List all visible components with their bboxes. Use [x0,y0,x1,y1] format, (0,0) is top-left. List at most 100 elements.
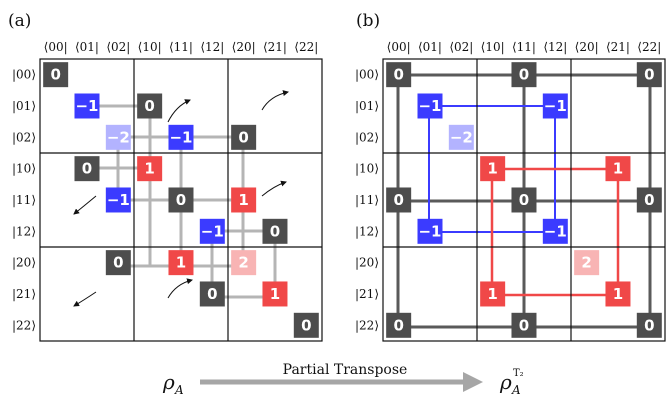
matrix-element: 1 [262,281,288,307]
row-header: |00⟩ [355,68,379,82]
matrix-element-value: 0 [50,66,60,84]
matrix-element-value: 0 [207,285,217,303]
column-header: ⟨21| [263,40,287,54]
matrix-element-box [137,93,163,119]
row-header: |12⟩ [12,224,36,238]
matrix-element: 0 [137,93,163,119]
matrix-element: −1 [199,218,225,244]
matrix-element-value: 1 [176,254,186,272]
row-header: |02⟩ [355,130,379,144]
matrix-element: 0 [199,281,225,307]
matrix-element-box [168,187,194,213]
matrix-element-box [417,218,443,244]
matrix-element-value: −1 [75,97,98,115]
matrix-element: −1 [74,93,100,119]
panel-b-row-headers: |00⟩ |01⟩ |02⟩ |10⟩ |11⟩ |12⟩ |20⟩ |21⟩ |22⟩ [355,68,379,333]
row-header: |10⟩ [355,162,379,176]
row-header: |22⟩ [355,318,379,332]
matrix-element-box [480,156,506,182]
column-header: ⟨10| [138,40,162,54]
row-header: |22⟩ [12,318,36,332]
panel-a-cells: 0 −1 0 −2 −1 0 0 1 −1 0 1 −1 0 0 1 2 0 1 0 [43,62,319,338]
matrix-element-value: −1 [418,97,441,115]
matrix-element-value: 0 [393,316,403,334]
matrix-element-box [168,250,194,276]
matrix-element: −2 [448,124,474,150]
matrix-element: 0 [511,312,537,338]
column-header: ⟨20| [575,40,599,54]
column-header: ⟨01| [418,40,442,54]
matrix-element-value: 0 [644,316,654,334]
matrix-element-value: 1 [613,160,623,178]
matrix-element-box [199,218,225,244]
matrix-element-value: 0 [519,66,529,84]
panel-a-column-headers: ⟨00| ⟨01| ⟨02| ⟨10| ⟨11| ⟨12| ⟨20| ⟨21| ⟨22| [44,40,319,54]
column-header: ⟨00| [44,40,68,54]
column-header: ⟨11| [169,40,193,54]
matrix-element-box [231,124,257,150]
matrix-element: 0 [636,187,662,213]
matrix-element-value: 0 [644,66,654,84]
matrix-element-value: 1 [613,285,623,303]
row-header: |02⟩ [12,130,36,144]
column-header: ⟨11| [512,40,536,54]
matrix-element: −1 [542,218,568,244]
matrix-element-box [293,312,319,338]
matrix-element: 0 [636,62,662,88]
rho-a-t2-subscript: A [511,383,521,397]
matrix-element-value: −2 [107,128,130,146]
matrix-element-box [574,250,600,276]
row-header: |01⟩ [12,99,36,113]
matrix-element: −2 [105,124,131,150]
matrix-element-box [105,187,131,213]
matrix-element-value: −1 [201,222,224,240]
matrix-element-value: 1 [238,191,248,209]
matrix-element-value: −1 [169,128,192,146]
row-header: |00⟩ [12,68,36,82]
column-header: ⟨01| [75,40,99,54]
matrix-element: 1 [480,156,506,182]
panel-b-cells: 0 0 0 −1 −1 −2 1 1 0 0 0 −1 −1 2 1 1 0 0 0 [386,62,662,338]
matrix-element-value: 0 [270,222,280,240]
matrix-element-box [511,312,537,338]
matrix-element-value: 1 [487,285,497,303]
matrix-element-box [105,124,131,150]
matrix-element-value: 0 [519,316,529,334]
matrix-element: 0 [386,62,412,88]
matrix-element-box [262,281,288,307]
matrix-element: 1 [168,250,194,276]
matrix-element-box [480,281,506,307]
matrix-element-value: 1 [487,160,497,178]
column-header: ⟨22| [637,40,661,54]
matrix-element-box [636,187,662,213]
matrix-element: 1 [137,156,163,182]
panel-a-block-grid [39,58,323,342]
matrix-element-box [636,312,662,338]
matrix-element-box [43,62,69,88]
row-header: |20⟩ [12,256,36,270]
matrix-element: 0 [168,187,194,213]
row-header: |11⟩ [355,193,379,207]
matrix-element-box [605,281,631,307]
rho-a-subscript: A [174,383,184,397]
matrix-element-value: 0 [393,191,403,209]
matrix-element-box [199,281,225,307]
column-header: ⟨00| [387,40,411,54]
panel-b-label: (b) [356,11,380,31]
matrix-element-value: 2 [238,254,248,272]
matrix-element-box [605,156,631,182]
matrix-element: −1 [105,187,131,213]
partial-transpose-caption: ρ A Partial Transpose ρ A T₂ [162,362,524,397]
matrix-element-value: −2 [450,128,473,146]
column-header: ⟨20| [232,40,256,54]
matrix-element-value: 0 [144,97,154,115]
matrix-element-value: 0 [644,191,654,209]
matrix-element: 0 [74,156,100,182]
row-header: |21⟩ [12,287,36,301]
matrix-element-box [386,312,412,338]
matrix-element: 0 [43,62,69,88]
matrix-element: 0 [262,218,288,244]
column-header: ⟨12| [543,40,567,54]
row-header: |12⟩ [355,224,379,238]
matrix-element-box [74,93,100,119]
